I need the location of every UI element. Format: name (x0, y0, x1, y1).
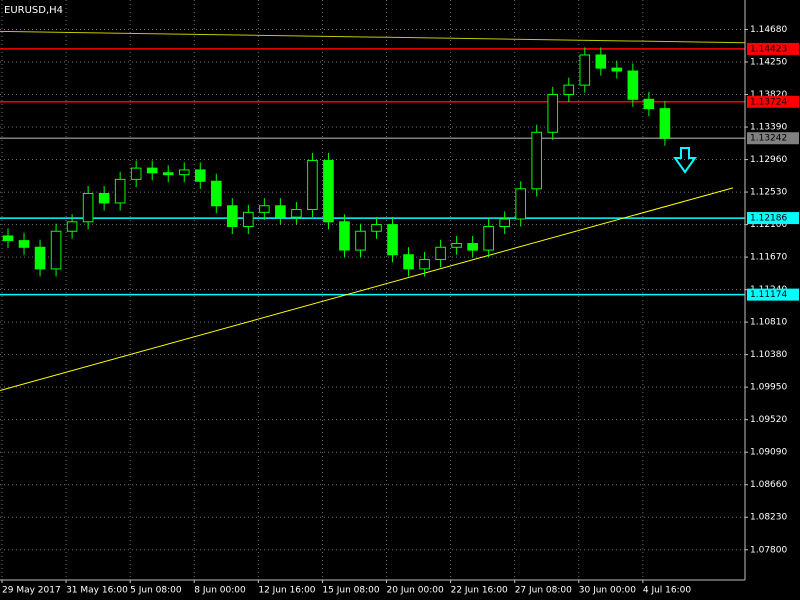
candle-body (82, 193, 94, 223)
x-tick-label: 5 Jun 08:00 (130, 586, 182, 596)
price-level-label: 1.14423 (750, 44, 787, 54)
price-level-label: 1.13724 (750, 97, 787, 107)
price-level-label: 1.12186 (750, 214, 787, 224)
x-tick-label: 4 Jul 16:00 (643, 586, 692, 596)
y-tick-label: 1.08660 (750, 480, 787, 490)
candle-body (483, 225, 494, 251)
candle-body (339, 221, 350, 251)
trendline (0, 187, 734, 391)
chart-title: EURUSD,H4 (4, 5, 63, 16)
candle-body (531, 131, 543, 190)
y-tick-label: 1.13390 (750, 123, 787, 133)
candle-body (34, 246, 46, 270)
y-tick-label: 1.12960 (750, 155, 787, 165)
candle-body (435, 246, 446, 261)
candle-body (98, 193, 110, 204)
y-tick-label: 1.10810 (750, 318, 787, 328)
x-tick-label: 31 May 16:00 (66, 586, 128, 596)
candle-body (355, 230, 366, 251)
candle-body (259, 205, 270, 213)
candle-body (194, 169, 206, 182)
y-tick-label: 1.14680 (750, 25, 787, 35)
price-level-tag (747, 42, 799, 55)
x-tick-label: 22 Jun 16:00 (451, 586, 508, 596)
candle-body (323, 160, 334, 223)
candle-body (419, 259, 430, 270)
price-level-label: 1.11174 (750, 290, 787, 300)
candle-body (499, 218, 510, 227)
y-tick-label: 1.10380 (750, 350, 787, 360)
candle-body (387, 224, 398, 256)
candle-body (611, 67, 623, 72)
labels: 1.14680 1.14250 1.13820 1.13390 1.12960 1.125… (1, 25, 799, 596)
candle-body (210, 180, 222, 207)
price-level-tag (747, 95, 799, 108)
x-tick-label: 20 Jun 00:00 (387, 586, 444, 596)
candle-body (307, 160, 318, 211)
candle-body (371, 224, 382, 232)
y-tick-label: 1.09950 (750, 383, 787, 393)
y-tick-label: 1.14250 (750, 58, 787, 68)
trendline (0, 30, 746, 44)
y-tick-label: 1.13820 (750, 90, 787, 100)
candle-body (515, 188, 527, 220)
candle-body (403, 254, 414, 270)
candle-body (114, 178, 126, 204)
candle-body (162, 172, 174, 176)
y-tick-label: 1.08230 (750, 513, 787, 523)
candle-body (595, 54, 607, 69)
candle-body (243, 211, 254, 227)
candle-body (146, 167, 158, 174)
y-tick-label: 1.12100 (750, 220, 787, 230)
candle-body (291, 209, 302, 218)
candle-body (643, 98, 655, 110)
candle-body (178, 169, 190, 176)
candle-body (66, 221, 78, 232)
x-tick-label: 15 Jun 08:00 (322, 586, 379, 596)
candle-body (627, 70, 639, 100)
price-level-tag (747, 132, 799, 145)
candle-body (659, 108, 671, 139)
y-tick-label: 1.07800 (750, 545, 787, 555)
candle-body (50, 230, 62, 270)
candle-body (130, 167, 142, 180)
x-tick-label: 8 Jun 00:00 (194, 586, 246, 596)
y-tick-label: 1.09090 (750, 448, 787, 458)
x-tick-label: 12 Jun 16:00 (258, 586, 315, 596)
candle-body (451, 242, 462, 248)
y-tick-label: 1.12530 (750, 188, 787, 198)
candle-body (579, 54, 591, 86)
y-tick-label: 1.09520 (750, 415, 787, 425)
candle-body (18, 240, 30, 248)
price-level-tag (747, 288, 799, 301)
candle-body (2, 235, 14, 242)
x-tick-label: 27 Jun 08:00 (515, 586, 572, 596)
candle-body (467, 242, 478, 251)
y-tick-label: 1.11670 (750, 253, 787, 263)
candle-body (563, 84, 575, 96)
candle-body (227, 205, 238, 227)
price-level-tag (747, 212, 799, 225)
plot (0, 30, 746, 391)
x-tick-label: 30 Jun 00:00 (579, 586, 636, 596)
candle-body (275, 205, 286, 218)
candle-body (547, 94, 559, 133)
sell-arrow (673, 147, 697, 174)
x-tick-label: 29 May 2017 (2, 586, 61, 596)
price-level-label: 1.13242 (750, 134, 787, 144)
